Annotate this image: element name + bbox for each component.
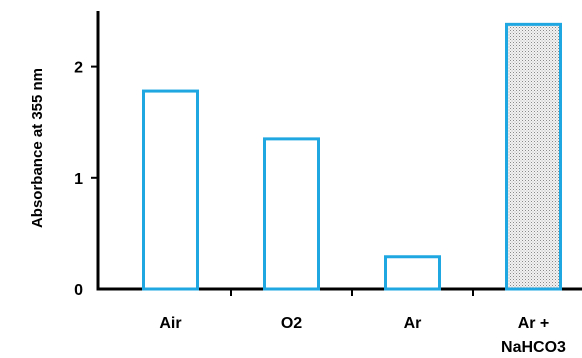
bar: [142, 89, 199, 291]
y-tick-label: 2: [74, 60, 83, 77]
y-tick-label: 0: [74, 282, 83, 299]
bar: [384, 255, 441, 291]
y-axis-label: Absorbance at 355 nm: [29, 68, 46, 228]
x-tick-label: Ar: [404, 315, 422, 332]
x-tick-label: Ar +: [518, 315, 550, 332]
y-tick-label: 1: [74, 171, 83, 188]
x-tick-label: NaHCO3: [501, 339, 566, 356]
x-tick-label: O2: [281, 315, 302, 332]
bar: [505, 22, 562, 291]
x-tick-label: Air: [159, 315, 181, 332]
bar: [263, 137, 320, 291]
